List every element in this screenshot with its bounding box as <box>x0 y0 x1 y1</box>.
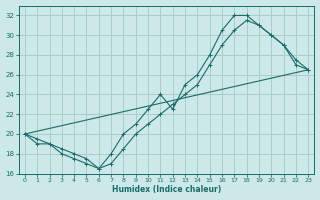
X-axis label: Humidex (Indice chaleur): Humidex (Indice chaleur) <box>112 185 221 194</box>
